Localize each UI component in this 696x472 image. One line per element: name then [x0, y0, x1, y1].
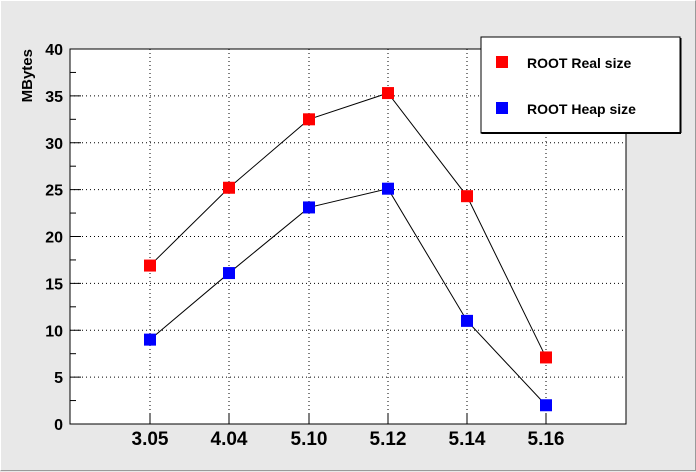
x-ticks: 3.05 4.04 5.10 5.12 5.14 5.16 [132, 413, 565, 450]
data-point [540, 351, 552, 364]
x-tick-label: 5.12 [370, 429, 407, 450]
x-tick-label: 5.16 [528, 429, 565, 450]
legend-box [480, 36, 681, 134]
legend-label-heap-size: ROOT Heap size [527, 101, 636, 117]
y-tick-label: 30 [45, 136, 63, 153]
x-tick-label: 4.04 [211, 429, 248, 450]
data-point [461, 314, 473, 327]
y-tick-label: 25 [45, 183, 63, 200]
x-tick-label: 3.05 [132, 429, 169, 450]
data-point [540, 399, 552, 412]
y-ticks: 0 5 10 15 20 25 30 35 40 [45, 42, 81, 434]
data-point [144, 333, 156, 346]
data-point [382, 87, 394, 100]
data-point [223, 267, 235, 280]
legend-marker-heap-size [496, 102, 508, 114]
x-tick-label: 5.10 [291, 429, 328, 450]
y-tick-label: 20 [45, 230, 63, 247]
x-tick-label: 5.14 [449, 429, 486, 450]
y-tick-label: 5 [54, 370, 63, 387]
y-tick-label: 10 [45, 323, 63, 340]
y-tick-label: 15 [45, 276, 63, 293]
y-axis-label: MBytes [19, 49, 36, 102]
data-point [223, 181, 235, 194]
series-line-1 [149, 188, 547, 406]
y-tick-label: 40 [45, 42, 63, 59]
legend-label-real-size: ROOT Real size [527, 55, 631, 71]
series-line-0 [149, 92, 547, 358]
data-point [303, 201, 315, 214]
data-point [303, 113, 315, 126]
y-tick-label: 0 [54, 417, 63, 434]
data-point [382, 182, 394, 195]
legend-marker-real-size [496, 56, 508, 68]
data-point [144, 259, 156, 272]
series [144, 87, 552, 412]
y-tick-label: 35 [45, 89, 63, 106]
data-point [461, 190, 473, 203]
legend: ROOT Real size ROOT Heap size [480, 36, 682, 134]
